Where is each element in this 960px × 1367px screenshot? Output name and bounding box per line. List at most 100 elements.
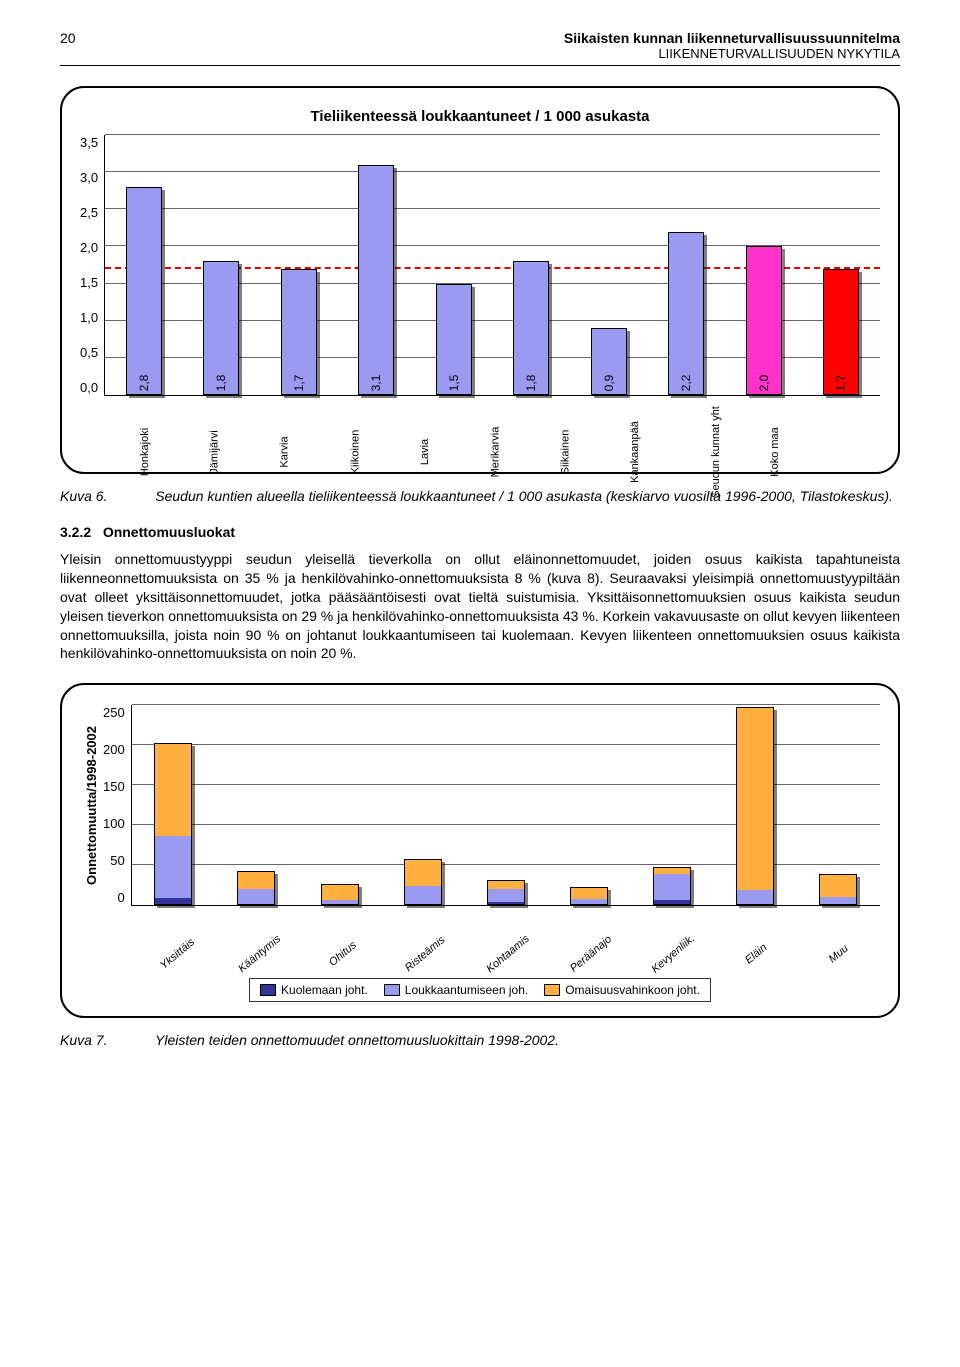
figure6-label: Kuva 6. <box>60 488 107 504</box>
section-heading: Onnettomuusluokat <box>103 524 235 540</box>
legend-swatch <box>384 984 400 996</box>
chart1-xlabel: Kiikoinen <box>320 396 390 458</box>
chart2-xlabel: Risteämis <box>384 906 467 960</box>
chart2-legend: Kuolemaan joht. Loukkaantumiseen joh. Omai… <box>249 978 711 1002</box>
chart1-ytick: 3,5 <box>80 135 98 150</box>
chart2-segment <box>571 887 607 898</box>
chart1-bar-value: 2,2 <box>679 375 693 392</box>
chart-accidents-by-class: Onnettomuutta/1998-2002 250200150100500 … <box>60 683 900 1018</box>
chart1-xlabel: Merikarvia <box>460 396 530 458</box>
chart2-segment <box>488 888 524 902</box>
body-paragraph: Yleisin onnettomuustyyppi seudun yleisel… <box>60 550 900 663</box>
chart2-segment <box>405 859 441 886</box>
chart1-bar: 2,0 <box>746 246 782 395</box>
chart2-xlabel: Peräänajo <box>549 906 632 960</box>
chart2-bar <box>570 887 608 905</box>
chart1-bar: 0,9 <box>591 328 627 395</box>
chart1-ytick: 0,0 <box>80 380 98 395</box>
chart1-xlabel: Seudun kunnat yht <box>670 396 740 458</box>
chart1-ytick: 2,0 <box>80 240 98 255</box>
doc-subtitle: LIIKENNETURVALLISUUDEN NYKYTILA <box>60 46 900 66</box>
chart2-bar <box>487 880 525 905</box>
chart1-bar: 1,5 <box>436 284 472 395</box>
chart2-segment <box>820 896 856 903</box>
section-3-2-2-title: 3.2.2 Onnettomuusluokat <box>60 524 900 540</box>
chart2-ytick: 100 <box>103 816 125 831</box>
chart2-xlabel: Kevyenliik. <box>632 906 715 960</box>
chart2-xlabel: Kääntymis <box>219 906 302 960</box>
chart1-ytick: 0,5 <box>80 345 98 360</box>
chart1-ytick: 1,5 <box>80 275 98 290</box>
chart2-ylabel: Onnettomuutta/1998-2002 <box>80 726 103 885</box>
chart2-ytick: 50 <box>110 853 124 868</box>
chart2-bar <box>819 874 857 906</box>
legend-label: Omaisuusvahinkoon joht. <box>565 983 700 997</box>
legend-swatch <box>260 984 276 996</box>
chart2-segment <box>155 897 191 904</box>
legend-label: Kuolemaan joht. <box>281 983 368 997</box>
chart2-legend-item: Kuolemaan joht. <box>260 983 368 997</box>
figure7-caption: Kuva 7. Yleisten teiden onnettomuudet on… <box>60 1032 900 1048</box>
chart2-xlabel: Ohitus <box>301 906 384 960</box>
chart2-plot <box>131 705 880 906</box>
chart1-xlabel: Honkajoki <box>110 396 180 458</box>
figure6-caption: Kuva 6. Seudun kuntien alueella tieliike… <box>60 488 900 504</box>
chart-injured-per-1000: Tieliikenteessä loukkaantuneet / 1 000 a… <box>60 86 900 474</box>
chart2-ytick: 150 <box>103 779 125 794</box>
chart1-bar: 1,7 <box>281 269 317 395</box>
chart2-ytick: 250 <box>103 705 125 720</box>
chart2-ytick: 200 <box>103 742 125 757</box>
chart1-xlabel: Kankaanpää <box>600 396 670 458</box>
chart1-bar: 1,8 <box>513 261 549 395</box>
chart1-plot: 2,8 1,8 1,7 3,1 1,5 1,8 0,9 2,2 2,0 1,7 <box>104 135 880 396</box>
page-header: 20 Siikaisten kunnan liikenneturvallisuu… <box>60 30 900 66</box>
chart1-ytick: 1,0 <box>80 310 98 325</box>
chart2-segment <box>322 884 358 899</box>
figure6-text: Seudun kuntien alueella tieliikenteessä … <box>155 488 893 504</box>
chart2-segment <box>820 874 856 897</box>
chart2-legend-item: Omaisuusvahinkoon joht. <box>544 983 700 997</box>
chart2-xaxis: YksittäisKääntymisOhitusRisteämisKohtaam… <box>136 906 880 960</box>
chart2-bar <box>237 871 275 906</box>
chart2-yaxis: 250 200 150 100 50 0 <box>103 705 131 905</box>
chart2-xlabel: Eläin <box>715 906 798 960</box>
chart1-bar-value: 3,1 <box>369 375 383 392</box>
chart1-ytick: 3,0 <box>80 170 98 185</box>
chart2-segment <box>654 873 690 900</box>
chart2-bar <box>154 743 192 905</box>
chart2-segment <box>405 885 441 904</box>
chart1-bar: 1,8 <box>203 261 239 395</box>
chart1-bar-value: 0,9 <box>602 375 616 392</box>
chart2-segment <box>238 888 274 903</box>
chart2-bar <box>736 707 774 906</box>
chart1-bar-value: 1,8 <box>524 375 538 392</box>
chart2-ytick: 0 <box>117 890 124 905</box>
figure7-text: Yleisten teiden onnettomuudet onnettomuu… <box>155 1032 559 1048</box>
doc-title: Siikaisten kunnan liikenneturvallisuussu… <box>60 30 900 46</box>
page-number: 20 <box>60 30 76 46</box>
chart1-xaxis: HonkajokiJämijärviKarviaKiikoinenLaviaMe… <box>110 396 880 458</box>
chart2-xlabel: Kohtaamis <box>467 906 550 960</box>
section-number: 3.2.2 <box>60 524 91 540</box>
chart2-segment <box>654 867 690 874</box>
chart2-segment <box>737 889 773 904</box>
figure7-label: Kuva 7. <box>60 1032 107 1048</box>
legend-swatch <box>544 984 560 996</box>
legend-label: Loukkaantumiseen joh. <box>405 983 528 997</box>
chart1-bar: 2,2 <box>668 232 704 395</box>
chart2-xlabel: Muu <box>797 906 880 960</box>
chart1-bar-value: 1,5 <box>447 375 461 392</box>
chart2-legend-item: Loukkaantumiseen joh. <box>384 983 528 997</box>
chart2-segment <box>737 707 773 890</box>
chart1-bar-value: 1,7 <box>292 375 306 392</box>
chart1-xlabel: Lavia <box>390 396 460 458</box>
chart1-yaxis: 3,53,02,52,01,51,00,50,0 <box>80 135 104 395</box>
chart1-bar-value: 2,8 <box>137 375 151 392</box>
chart2-xlabel: Yksittäis <box>136 906 219 960</box>
chart2-bar <box>653 867 691 906</box>
chart2-segment <box>155 743 191 835</box>
chart2-segment <box>238 871 274 890</box>
chart2-bar <box>321 884 359 905</box>
chart1-xlabel: Jämijärvi <box>180 396 250 458</box>
chart1-bar: 1,7 <box>823 269 859 395</box>
